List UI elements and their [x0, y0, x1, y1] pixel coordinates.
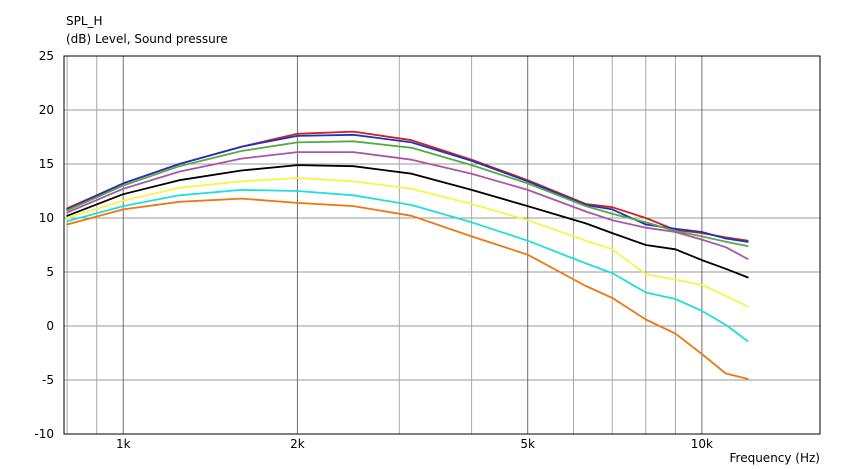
x-axis-label: Frequency (Hz)	[730, 451, 821, 465]
y-tick-label: 10	[39, 211, 54, 225]
y-tick-label: -5	[42, 373, 54, 387]
plot-frame	[63, 55, 821, 435]
y-tick-label: 0	[46, 319, 54, 333]
series-line-5	[66, 164, 749, 279]
y-axis-label: (dB) Level, Sound pressure	[66, 32, 228, 46]
series-line-4	[66, 151, 749, 260]
y-tick-labels: 25 20 15 10 5 0 -5 -10	[34, 49, 54, 441]
series-line-2	[66, 133, 749, 243]
y-tick-label: 20	[39, 103, 54, 117]
series-line-7	[66, 188, 749, 343]
series-layer	[66, 130, 749, 380]
y-tick-label: -10	[34, 427, 54, 441]
x-tick-label: 2k	[290, 437, 305, 451]
x-tick-labels: 1k 2k 5k 10k	[116, 437, 713, 451]
chart-title: SPL_H	[66, 14, 103, 28]
y-tick-label: 25	[39, 49, 54, 63]
y-tick-label: 15	[39, 157, 54, 171]
series-line-6	[66, 177, 749, 308]
x-tick-label: 10k	[691, 437, 713, 451]
y-tick-label: 5	[46, 265, 54, 279]
x-tick-label: 1k	[116, 437, 131, 451]
series-line-8	[66, 197, 749, 380]
series-line-3	[66, 140, 749, 248]
x-tick-label: 5k	[520, 437, 535, 451]
